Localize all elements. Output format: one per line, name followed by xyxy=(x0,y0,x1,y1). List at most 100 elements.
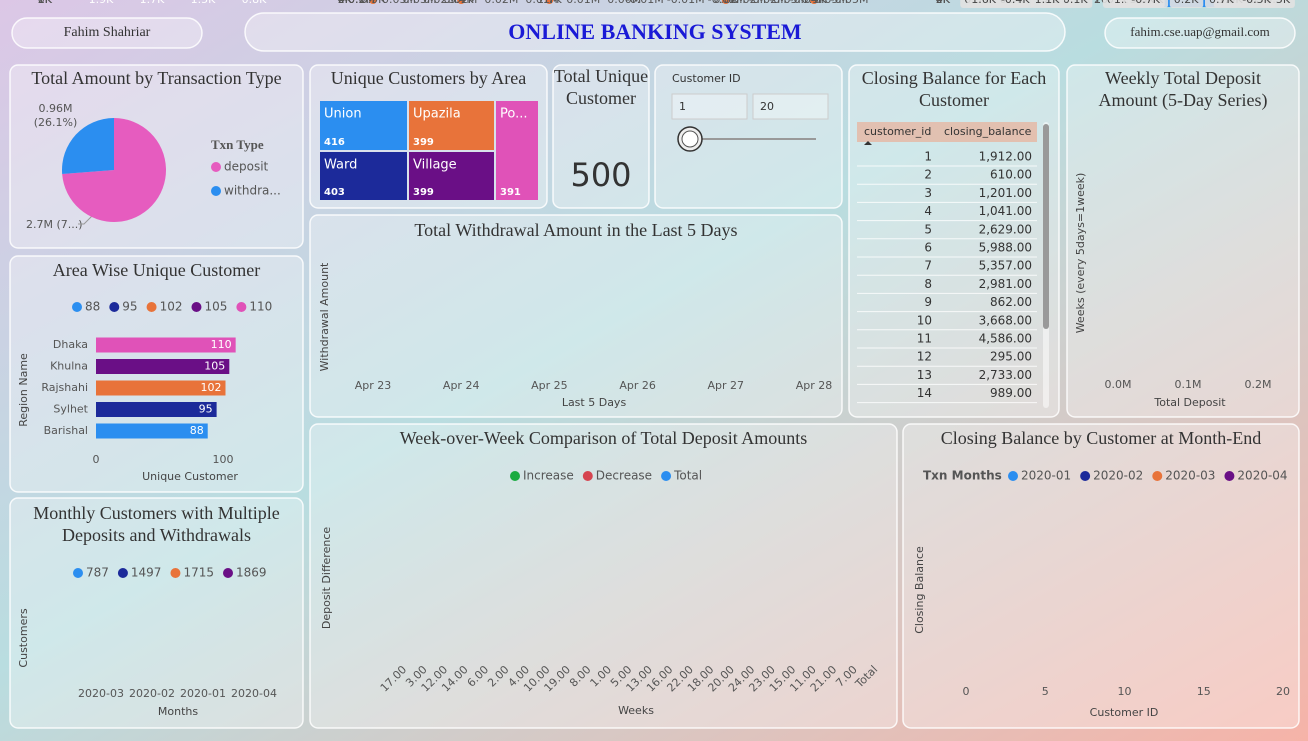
bar xyxy=(96,380,226,396)
legend-swatch xyxy=(72,302,82,312)
x-tick-label: 15 xyxy=(1197,685,1211,698)
legend-label: Total xyxy=(673,469,702,483)
marker xyxy=(457,0,466,4)
y-tick-label: 10 xyxy=(1094,0,1108,6)
x-axis-title: Unique Customer xyxy=(142,470,238,483)
scroll-thumb[interactable] xyxy=(1043,124,1049,329)
label-box xyxy=(1058,0,1093,8)
x-tick-label: 0 xyxy=(963,685,970,698)
legend-label: 95 xyxy=(122,300,137,314)
page-title: ONLINE BANKING SYSTEM xyxy=(508,19,802,44)
title-box: Total Unique Customer xyxy=(553,66,649,108)
y-tick-label: 0K xyxy=(936,0,951,6)
data-label: 0.02M xyxy=(484,0,518,6)
email-pill xyxy=(1104,17,1296,49)
cell: 11 xyxy=(917,332,932,346)
x-tick-label: 2020-04 xyxy=(231,687,277,700)
legend-label: 88 xyxy=(85,300,100,314)
y-tick-label: 2K xyxy=(338,0,353,6)
data-label: -0.02M xyxy=(708,0,746,6)
legend-swatch xyxy=(661,471,672,481)
y-tick-label: 1K xyxy=(38,0,53,6)
legend-swatch xyxy=(117,568,128,578)
data-label: 0.1K xyxy=(1063,0,1088,6)
legend-swatch xyxy=(211,186,221,196)
x-tick-label: 2020-01 xyxy=(180,687,226,700)
user-name: Fahim Shahriar xyxy=(64,25,151,40)
data-label: 1.6K xyxy=(971,0,996,6)
treemap-cell xyxy=(320,101,407,150)
chart-title: Week-over-Week Comparison of Total Depos… xyxy=(399,428,808,448)
x-axis-title: Customer ID xyxy=(1090,706,1159,719)
table-header xyxy=(857,122,1037,142)
data-label: 0.8K xyxy=(242,0,267,6)
data-label: 0.00M xyxy=(607,0,641,6)
x-axis-title: Weeks xyxy=(618,704,654,717)
data-label: 0.01M xyxy=(566,0,600,6)
data-label: -0.02M xyxy=(749,0,787,6)
data-label: -0.01M xyxy=(667,0,705,6)
x-axis-title: Months xyxy=(158,705,198,718)
treemap-cell xyxy=(409,152,494,200)
marker xyxy=(369,0,377,4)
y-axis-title: Region Name xyxy=(17,353,30,427)
cell: 3 xyxy=(924,186,932,200)
data-label: 0.5K xyxy=(1265,0,1290,6)
panel xyxy=(902,423,1300,729)
cell: 9 xyxy=(924,295,932,309)
data-label: -0.03M xyxy=(769,0,807,6)
data-label: 1.7K xyxy=(537,0,562,6)
panel xyxy=(9,497,304,729)
legend-label: deposit xyxy=(224,160,269,174)
legend-swatch xyxy=(1152,471,1163,481)
legend-swatch xyxy=(510,471,520,481)
y-tick-label: 2K xyxy=(936,0,951,6)
x-tick-label: 2020-02 xyxy=(129,687,175,700)
slicer-input[interactable] xyxy=(752,93,829,120)
label-box xyxy=(1238,0,1276,8)
title-box: Unique Customers by Area xyxy=(331,68,526,88)
cell-value: 403 xyxy=(324,187,345,198)
title-pill xyxy=(244,12,1066,52)
y-tick-label: 4K xyxy=(936,0,951,6)
legend-label: 2020-04 xyxy=(1237,469,1287,483)
y-axis-title: Customers xyxy=(17,608,30,667)
cell: 8 xyxy=(924,277,932,291)
data-label: 3.4K xyxy=(449,0,474,6)
data-label: -0.05M xyxy=(831,0,869,6)
x-tick-label: 0 xyxy=(93,453,100,466)
data-label: 1.9K xyxy=(89,0,114,6)
legend-label: 1715 xyxy=(183,566,214,580)
cell: 13 xyxy=(917,368,932,382)
y-tick-label: Barishal xyxy=(44,424,88,437)
card-title: Total Unique Customer xyxy=(553,66,649,108)
label-box: 0.96M (26.1%) xyxy=(34,102,78,129)
legend-swatch xyxy=(146,302,157,312)
data-label: 105 xyxy=(204,360,225,373)
slicer-to: 20 xyxy=(760,100,774,113)
legend-label: Increase xyxy=(523,469,574,483)
legend-swatch xyxy=(236,302,247,312)
cell: 5,357.00 xyxy=(979,259,1032,273)
cell: 1,912.00 xyxy=(979,150,1032,164)
data-label: 0.02M xyxy=(423,0,457,6)
cell-value: 399 xyxy=(413,137,434,148)
cell-label: Ward xyxy=(324,158,357,173)
cell: 989.00 xyxy=(990,386,1032,400)
cell: 610.00 xyxy=(990,168,1032,182)
panel xyxy=(309,214,843,418)
title-box: Closing Balance for Each Customer xyxy=(862,68,1046,110)
x-axis-title: Total Deposit xyxy=(1153,396,1226,409)
data-label: 0.9K xyxy=(361,0,386,6)
legend-label: 110 xyxy=(249,300,272,314)
slicer-input[interactable] xyxy=(671,93,748,120)
data-label: 95 xyxy=(199,403,213,416)
data-label: 0.03M xyxy=(402,0,436,6)
sort-arrow[interactable] xyxy=(864,141,872,145)
legend-swatch xyxy=(582,471,593,481)
y-axis-title: Deposit Difference xyxy=(320,527,333,629)
slicer-from: 1 xyxy=(679,100,686,113)
x-tick-label: 0.1M xyxy=(1175,378,1202,391)
cell: 2,733.00 xyxy=(979,368,1032,382)
